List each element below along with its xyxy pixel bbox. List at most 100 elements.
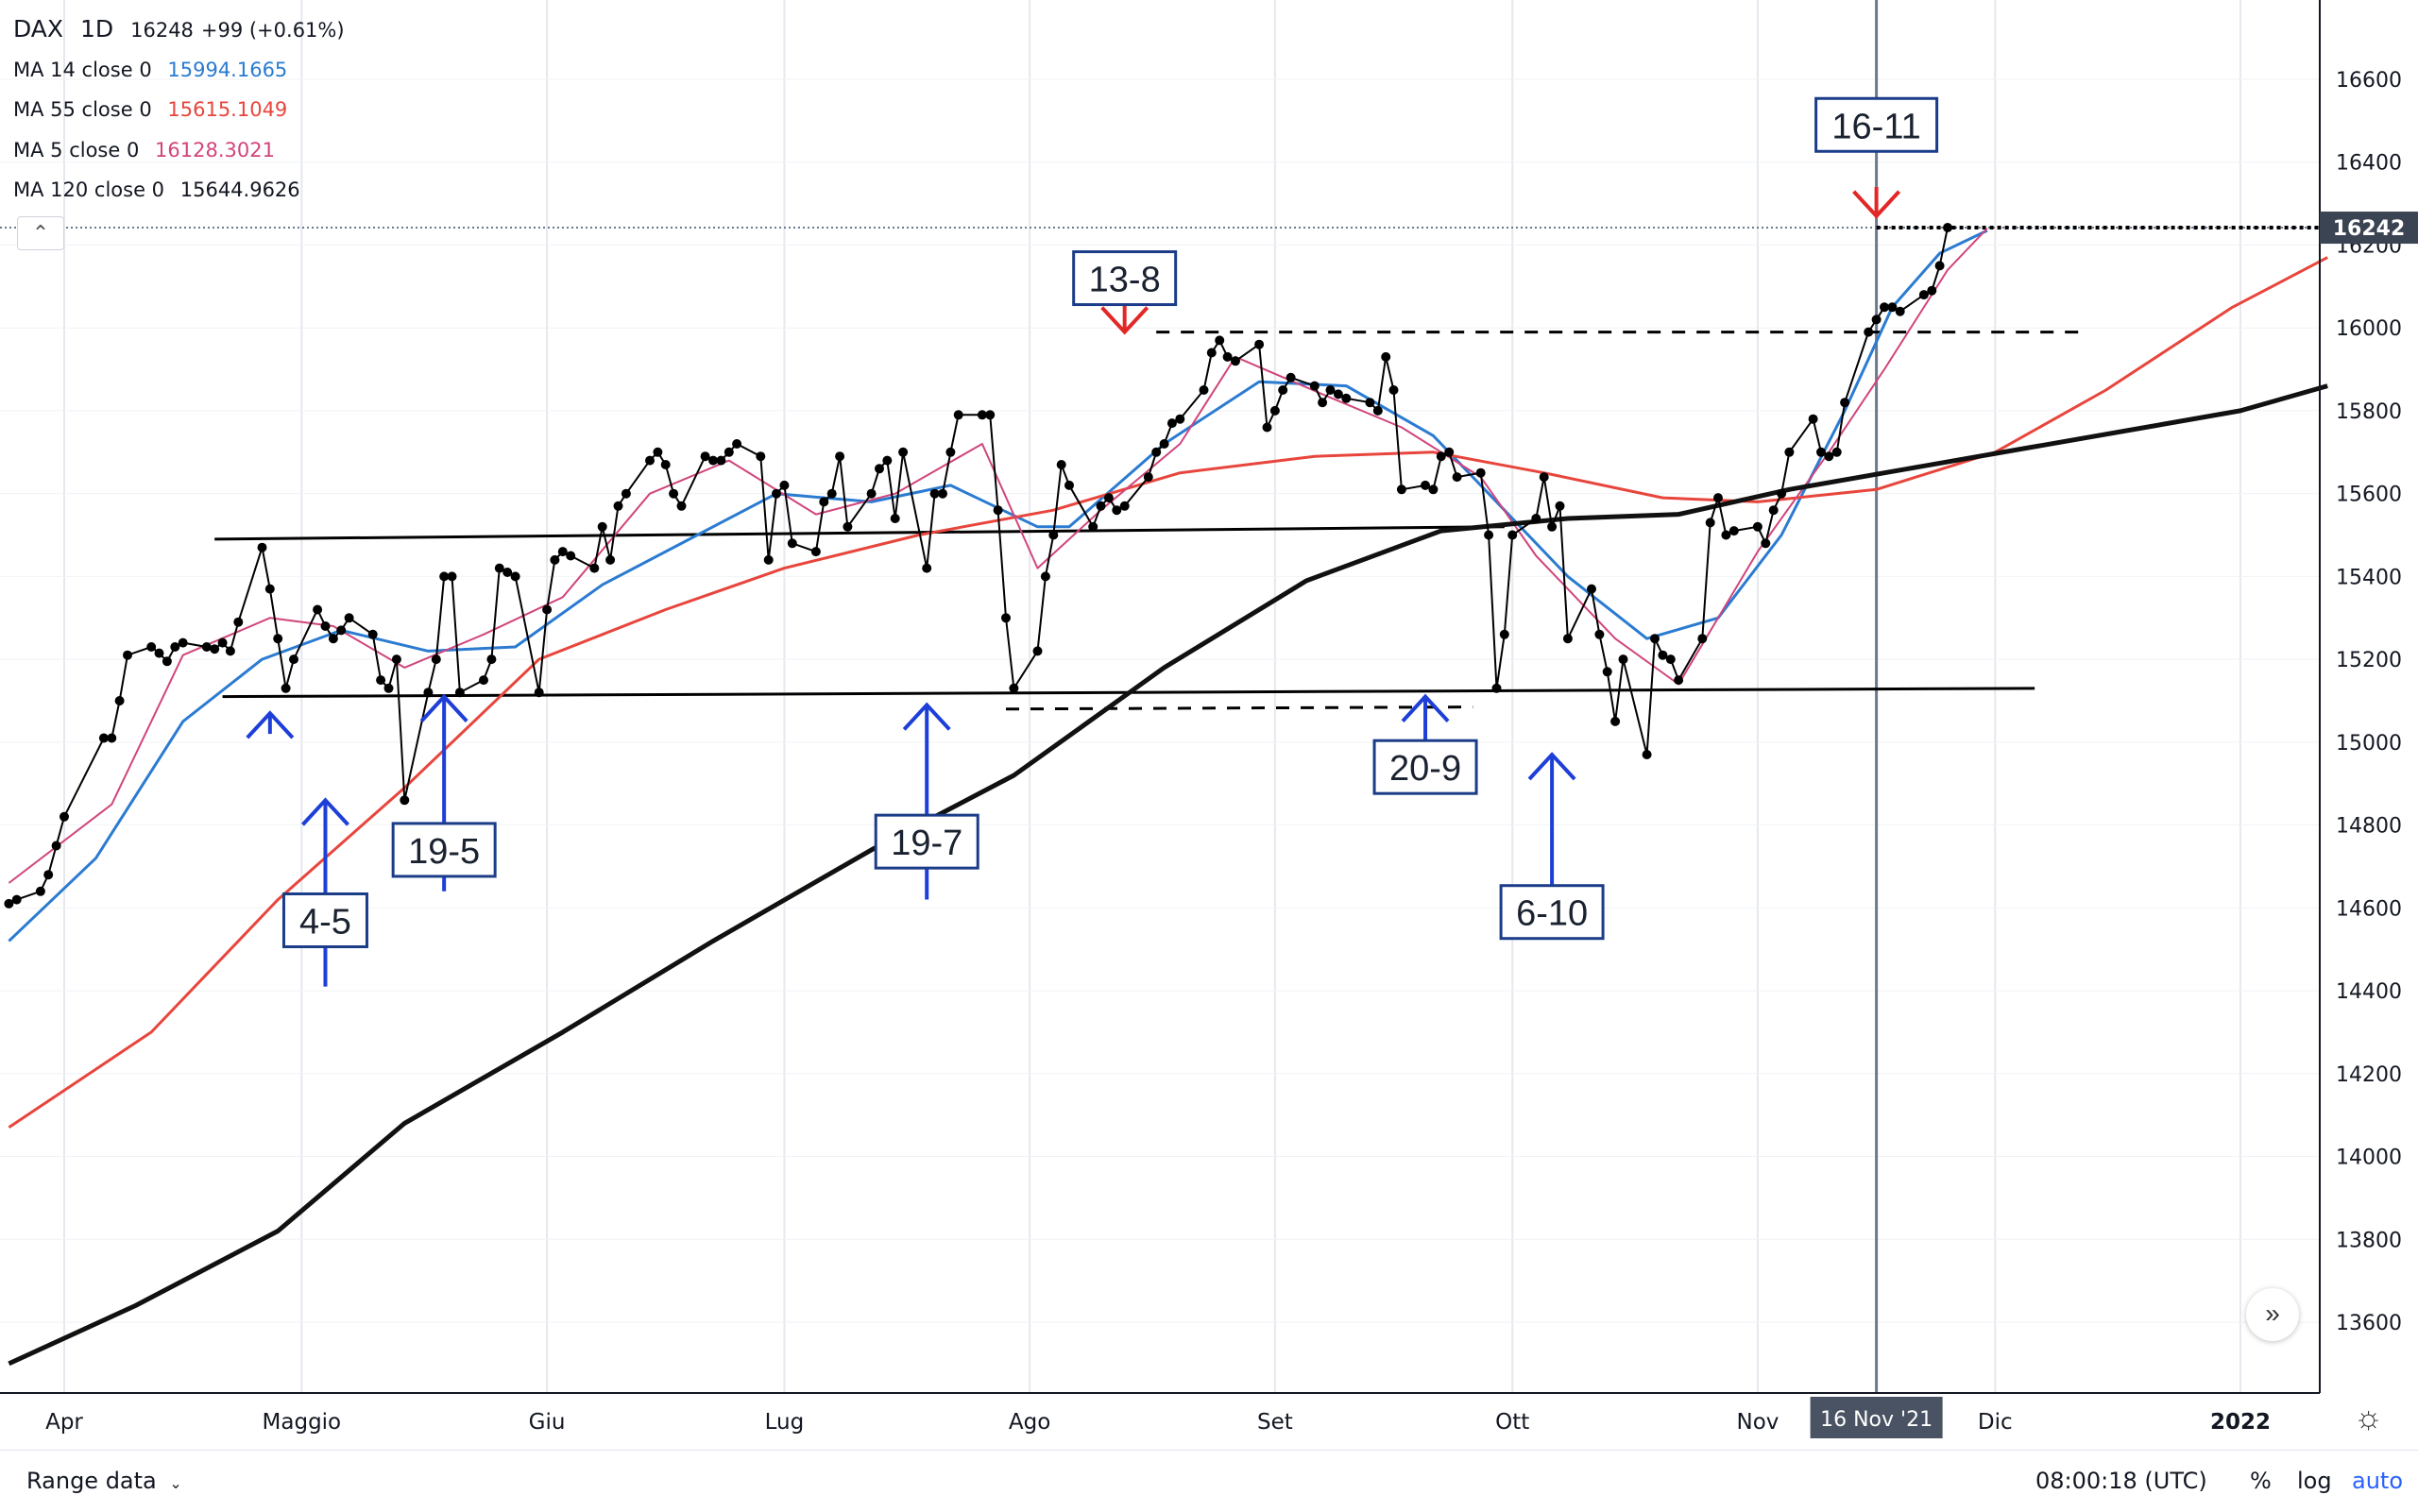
close-point [772, 488, 781, 499]
close-point [1784, 447, 1795, 457]
bottom-toolbar: Range data ⌄ 08:00:18 (UTC) % log auto [0, 1450, 2418, 1512]
close-point [1728, 526, 1739, 536]
close-point [281, 683, 291, 693]
y-tick-label: 13600 [2336, 1312, 2402, 1335]
close-point [1032, 646, 1043, 656]
close-point [1555, 501, 1565, 511]
close-point [550, 554, 560, 565]
close-point [1254, 339, 1265, 349]
close-point [391, 654, 401, 665]
close-point [1547, 521, 1558, 532]
ma14-value: 15994.1665 [167, 58, 288, 81]
price-series [4, 223, 1952, 909]
close-point [890, 514, 900, 523]
double-chevron-right-icon: » [2265, 1299, 2280, 1328]
close-point [1705, 518, 1715, 528]
close-point [882, 455, 893, 466]
interval-label[interactable]: 1D [80, 15, 114, 42]
price-label: 16242 [2333, 217, 2406, 241]
close-point [313, 604, 323, 615]
annotation-arrow-head [1401, 693, 1450, 722]
legend-ma55[interactable]: MA 55 close 0 15615.1049 [13, 93, 345, 134]
close-point [977, 410, 987, 420]
close-point [1768, 505, 1779, 516]
x-tick-label: 2022 [2210, 1410, 2271, 1435]
annotation-label: 16-11 [1831, 107, 1920, 146]
close-point [1594, 629, 1605, 639]
axes: Apr Maggio Giu Lug Ago Set Ott Nov Dic 2022 13600 1… [0, 0, 2418, 1438]
symbol-name[interactable]: DAX [13, 15, 64, 42]
close-point [700, 451, 710, 462]
y-tick-label: 14600 [2336, 897, 2402, 921]
close-point [1887, 302, 1898, 313]
x-tick-label: Ago [1009, 1410, 1050, 1435]
close-point [1539, 472, 1549, 483]
close-point [1175, 414, 1185, 424]
close-point [534, 688, 544, 698]
close-point [1880, 302, 1889, 313]
annotation-label: 19-7 [891, 824, 962, 863]
close-point [1215, 335, 1225, 346]
legend-ma5[interactable]: MA 5 close 0 16128.3021 [13, 134, 345, 175]
close-point [257, 542, 267, 552]
close-point [178, 637, 188, 648]
close-point [210, 644, 220, 654]
close-point [1934, 261, 1945, 271]
close-point [1642, 750, 1652, 759]
close-point [1333, 389, 1343, 399]
range-data-button[interactable]: Range data ⌄ [26, 1468, 182, 1494]
annotation-label: 19-5 [408, 832, 480, 872]
y-tick-label: 16000 [2336, 317, 2402, 341]
close-point [985, 410, 996, 420]
log-toggle[interactable]: log [2297, 1468, 2332, 1494]
close-point [273, 634, 283, 644]
y-tick-label: 15400 [2336, 566, 2402, 589]
scroll-to-realtime-button[interactable]: » [2246, 1288, 2299, 1341]
close-point [1531, 514, 1541, 523]
close-point [328, 634, 338, 644]
close-point [779, 480, 790, 490]
legend-ma120[interactable]: MA 120 close 0 15644.9626 [13, 174, 345, 214]
close-point [1507, 530, 1518, 540]
percent-toggle[interactable]: % [2250, 1468, 2272, 1494]
close-point [605, 554, 616, 565]
close-point [613, 501, 623, 511]
close-point [653, 447, 663, 457]
legend-ma14[interactable]: MA 14 close 0 15994.1665 [13, 54, 345, 94]
close-point [1713, 493, 1723, 503]
close-point [1143, 472, 1153, 483]
x-tick-label: Apr [45, 1410, 83, 1435]
close-point [502, 568, 513, 577]
close-point [1871, 314, 1882, 325]
close-point [1096, 501, 1106, 511]
close-point [60, 811, 69, 822]
close-point [1151, 447, 1162, 457]
close-point [1752, 521, 1762, 532]
close-point [1484, 530, 1494, 540]
gear-icon[interactable]: ☼ [2354, 1400, 2384, 1436]
close-point [114, 696, 125, 705]
y-tick-label: 16600 [2336, 69, 2402, 93]
auto-toggle[interactable]: auto [2352, 1468, 2404, 1494]
close-point [716, 455, 726, 466]
close-point [922, 563, 932, 573]
annotation-arrow-head [902, 702, 951, 731]
close-point [1674, 675, 1684, 686]
annotation-label: 13-8 [1089, 261, 1161, 300]
close-point [1499, 629, 1509, 639]
close-point [557, 547, 568, 557]
ma5-value: 16128.3021 [155, 138, 275, 161]
y-tick-label: 15200 [2336, 649, 2402, 672]
utc-clock[interactable]: 08:00:18 (UTC) [2035, 1468, 2207, 1494]
close-point [1491, 683, 1502, 693]
moving-averages [8, 228, 2328, 1367]
ma-5-line [8, 228, 1988, 884]
range-data-label: Range data [26, 1468, 157, 1494]
y-tick-label: 15600 [2336, 484, 2402, 507]
close-point [123, 650, 132, 660]
legend-collapse-button[interactable]: ⌃ [17, 216, 64, 250]
close-point [724, 447, 734, 457]
y-tick-label: 16400 [2336, 152, 2402, 176]
close-point [383, 683, 394, 693]
